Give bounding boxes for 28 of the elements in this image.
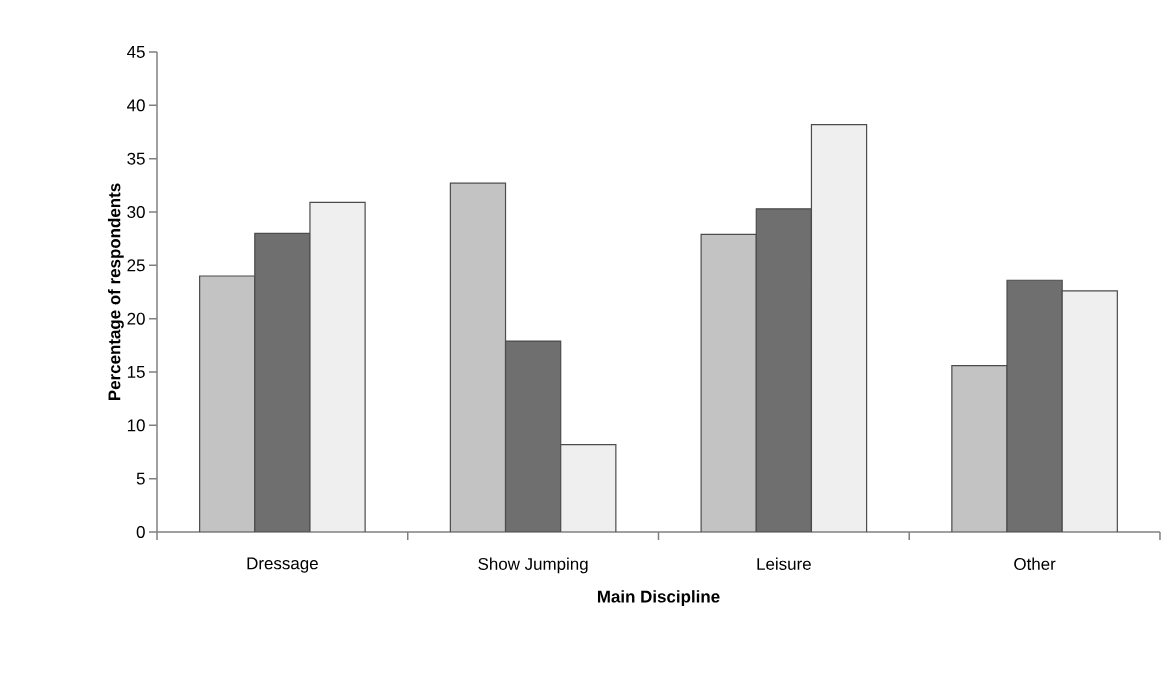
bar <box>755 208 813 532</box>
y-tick-label: 40 <box>127 99 145 112</box>
y-tick-label: 35 <box>127 152 145 165</box>
bar <box>700 233 757 532</box>
bar <box>254 232 311 532</box>
y-tick-label: 30 <box>127 206 145 218</box>
y-axis-title: Percentage of respondents <box>107 183 124 401</box>
y-tick-label: 20 <box>127 312 145 325</box>
y-tick-label: 45 <box>127 46 145 58</box>
bar <box>810 123 868 532</box>
x-axis-title: Main Discipline <box>597 590 720 606</box>
y-tick-label: 15 <box>127 366 145 378</box>
bar <box>1006 279 1063 532</box>
y-tick-label: 5 <box>136 472 145 485</box>
x-tick-label: Other <box>1014 557 1056 570</box>
bar <box>1061 290 1118 532</box>
y-tick-label: 25 <box>127 259 145 272</box>
bar <box>560 443 617 532</box>
bar <box>199 275 256 532</box>
bar <box>309 201 366 532</box>
bar <box>951 365 1008 532</box>
x-tick-label: Show Jumping <box>478 557 588 574</box>
x-tick-label: Dressage <box>247 557 318 573</box>
y-tick-label: 10 <box>127 419 145 432</box>
bar <box>504 340 562 532</box>
bar <box>449 182 507 532</box>
x-tick-label: Leisure <box>757 557 811 570</box>
y-tick-label: 0 <box>136 526 145 538</box>
